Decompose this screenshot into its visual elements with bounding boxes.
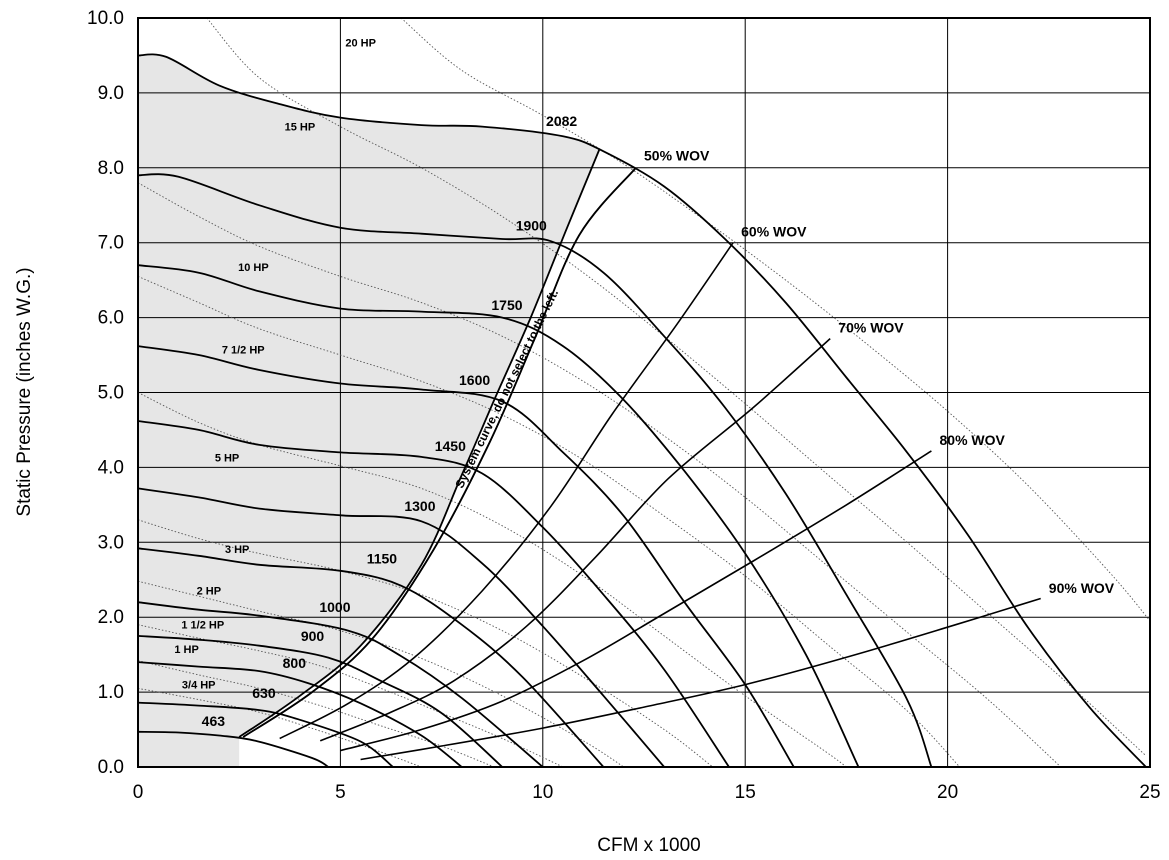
x-tick-25: 25	[1139, 782, 1160, 803]
x-tick-10: 10	[532, 782, 553, 803]
hp-curve-2-hp	[137, 580, 625, 768]
wov-line-80-wov	[340, 450, 932, 752]
y-tick-10-0: 10.0	[87, 8, 124, 29]
rpm-label-2082: 2082	[546, 113, 577, 129]
hp-label-5-hp: 5 HP	[215, 452, 239, 464]
rpm-curve-1750	[137, 264, 860, 768]
y-tick-3-0: 3.0	[98, 532, 124, 553]
rpm-curve-800	[137, 661, 463, 768]
hp-curve-15-hp	[206, 17, 1147, 757]
rpm-curve-2082	[137, 53, 1147, 768]
rpm-curve-1900	[137, 173, 933, 768]
x-tick-0: 0	[133, 782, 144, 803]
rpm-label-1900: 1900	[516, 218, 547, 234]
rpm-curve-1150	[137, 547, 605, 768]
hp-curve-20-hp	[400, 17, 1151, 622]
rpm-label-1150: 1150	[367, 550, 398, 566]
rpm-label-900: 900	[301, 628, 325, 644]
hp-curve-10-hp	[137, 182, 1062, 768]
plot-frame	[137, 17, 1151, 768]
system-curve-outer-line	[242, 167, 637, 738]
wov-line-70-wov	[319, 338, 831, 742]
rpm-label-630: 630	[252, 685, 276, 701]
rpm-curve-1000	[137, 601, 544, 768]
wov-label-50-wov: 50% WOV	[644, 147, 710, 163]
system-curve	[238, 148, 637, 738]
y-tick-labels: 0.0 1.0 2.0 3.0 4.0 5.0 6.0 7.0 8.0 9.0 10.0	[87, 8, 124, 778]
rpm-curve-900	[137, 635, 503, 768]
y-tick-0-0: 0.0	[98, 757, 124, 778]
hp-label-10-hp: 10 HP	[238, 262, 269, 274]
x-tick-labels: 0 5 10 15 20 25	[133, 782, 1161, 803]
rpm-label-1600: 1600	[459, 372, 490, 388]
hp-label-3-4-hp: 3/4 HP	[182, 679, 216, 691]
wov-line-90-wov	[360, 597, 1041, 761]
hp-label-3-hp: 3 HP	[225, 544, 249, 556]
rpm-curve-1600	[137, 345, 795, 768]
hp-curve-3-4-hp	[137, 687, 422, 768]
rpm-label-800: 800	[283, 655, 307, 671]
hp-label-1-hp: 1 HP	[174, 644, 198, 656]
rpm-curve-463	[137, 730, 329, 768]
x-tick-15: 15	[735, 782, 756, 803]
hp-label-2-hp: 2 HP	[197, 586, 221, 598]
y-tick-9-0: 9.0	[98, 83, 124, 104]
hp-label-20-hp: 20 HP	[345, 37, 376, 49]
x-tick-20: 20	[937, 782, 958, 803]
wov-label-60-wov: 60% WOV	[741, 224, 807, 240]
x-axis-title: CFM x 1000	[597, 835, 700, 856]
shaded-region	[138, 54, 600, 768]
rpm-label-463: 463	[202, 713, 226, 729]
rpm-label-1750: 1750	[491, 297, 522, 313]
rpm-label-1450: 1450	[435, 438, 466, 454]
hp-label-1-1-2-hp: 1 1/2 HP	[181, 619, 224, 631]
rpm-curve-1450	[137, 420, 730, 768]
wov-label-70-wov: 70% WOV	[838, 320, 904, 336]
y-tick-7-0: 7.0	[98, 233, 124, 254]
x-tick-5: 5	[335, 782, 346, 803]
wov-line-60-wov	[279, 242, 734, 740]
y-tick-6-0: 6.0	[98, 308, 124, 329]
hp-label-7-1-2-hp: 7 1/2 HP	[222, 345, 265, 357]
rpm-curve-1300	[137, 487, 665, 768]
hp-label-15-hp: 15 HP	[285, 121, 316, 133]
y-tick-5-0: 5.0	[98, 383, 124, 404]
rpm-curves	[137, 53, 1147, 768]
y-axis-title: Static Pressure (inches W.G.)	[14, 267, 35, 516]
system-curve-line	[238, 148, 601, 738]
rpm-curve-630	[137, 701, 394, 768]
wov-label-90-wov: 90% WOV	[1049, 580, 1115, 596]
wov-label-80-wov: 80% WOV	[940, 432, 1006, 448]
rpm-label-1000: 1000	[319, 599, 350, 615]
y-tick-1-0: 1.0	[98, 682, 124, 703]
y-tick-2-0: 2.0	[98, 607, 124, 628]
y-tick-4-0: 4.0	[98, 457, 124, 478]
rpm-label-1300: 1300	[404, 498, 435, 514]
y-tick-8-0: 8.0	[98, 158, 124, 179]
